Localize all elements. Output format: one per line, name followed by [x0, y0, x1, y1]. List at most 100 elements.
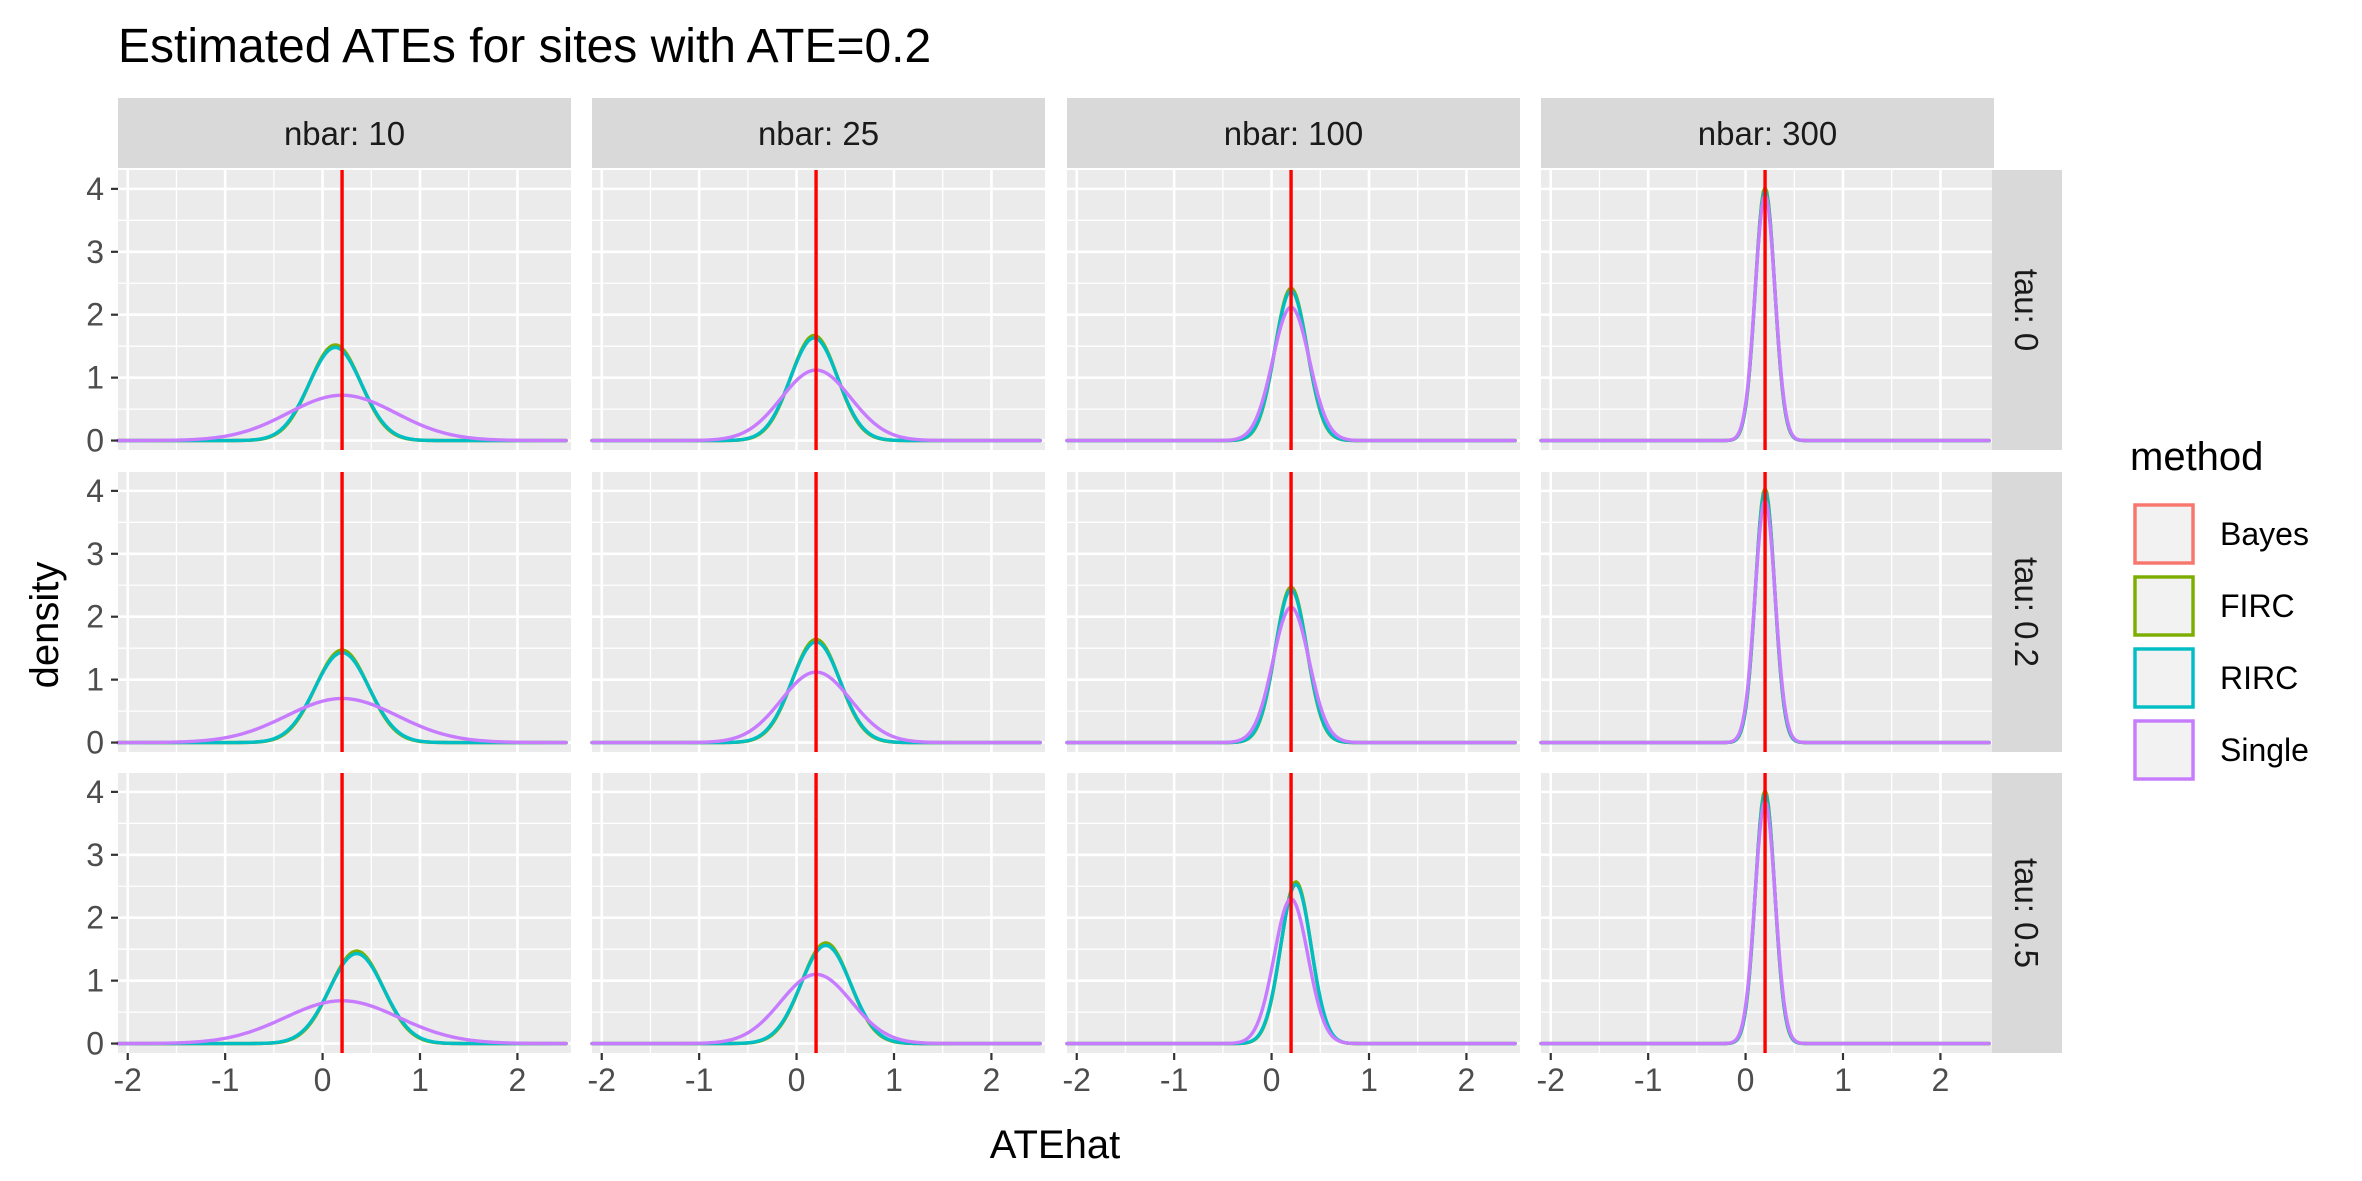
panel-r2-c3 — [1539, 773, 1994, 1053]
facet-col-label: nbar: 300 — [1698, 115, 1837, 152]
strip-background — [1541, 98, 1994, 168]
panel-background — [118, 170, 571, 450]
legend-entry-bayes: Bayes — [2133, 503, 2309, 565]
x-tick-label: -1 — [1634, 1062, 1662, 1098]
facet-strips: nbar: 10 nbar: 25 nbar: 100 nbar: 300 tau: 0… — [118, 98, 2062, 1053]
y-tick-label: 1 — [86, 963, 104, 999]
y-tick-label: 3 — [86, 234, 104, 270]
y-tick-label: 4 — [86, 171, 104, 207]
x-tick-label: 2 — [509, 1062, 527, 1098]
panel-background — [118, 472, 571, 752]
x-tick-label: 1 — [1360, 1062, 1378, 1098]
y-tick-label: 0 — [86, 423, 104, 459]
strip-row-2: tau: 0.5 — [1992, 773, 2062, 1053]
legend-key — [2133, 575, 2195, 637]
panel-r2-c1 — [590, 773, 1045, 1053]
legend-title: method — [2130, 435, 2263, 479]
legend-entry-single: Single — [2133, 719, 2309, 781]
panel-background — [592, 170, 1045, 450]
y-axis-title: density — [23, 562, 67, 689]
panel-r2-c0 — [116, 773, 571, 1053]
y-tick-label: 2 — [86, 297, 104, 333]
y-tick-label: 3 — [86, 536, 104, 572]
x-tick-label: 0 — [788, 1062, 806, 1098]
y-tick-label: 1 — [86, 360, 104, 396]
y-tick-label: 1 — [86, 662, 104, 698]
panel-r0-c3 — [1539, 170, 1994, 450]
strip-background — [1992, 472, 2062, 752]
legend-key — [2133, 503, 2195, 565]
strip-row-1: tau: 0.2 — [1992, 472, 2062, 752]
legend-key — [2133, 647, 2195, 709]
y-tick-label: 0 — [86, 725, 104, 761]
legend-entry-firc: FIRC — [2133, 575, 2295, 637]
x-tick-label: 0 — [314, 1062, 332, 1098]
panel-r1-c0 — [116, 472, 571, 752]
y-tick-label: 2 — [86, 599, 104, 635]
legend: method Bayes FIRC RIRC Single — [2130, 435, 2309, 781]
panel-r2-c2 — [1065, 773, 1520, 1053]
x-tick-label: 1 — [1834, 1062, 1852, 1098]
panel-r0-c2 — [1065, 170, 1520, 450]
x-tick-label: 2 — [983, 1062, 1001, 1098]
y-tick-label: 0 — [86, 1026, 104, 1062]
x-tick-label: 1 — [885, 1062, 903, 1098]
strip-row-0: tau: 0 — [1992, 170, 2062, 450]
legend-key-background — [2133, 719, 2195, 781]
facet-col-label: nbar: 10 — [284, 115, 405, 152]
x-tick-label: -1 — [685, 1062, 713, 1098]
legend-label: FIRC — [2220, 588, 2295, 624]
facet-row-label: tau: 0 — [2008, 269, 2045, 352]
strip-background — [1992, 170, 2062, 450]
panel-background — [592, 472, 1045, 752]
x-tick-label: -2 — [588, 1062, 616, 1098]
x-tick-label: 1 — [411, 1062, 429, 1098]
legend-key-background — [2133, 647, 2195, 709]
legend-key-background — [2133, 503, 2195, 565]
strip-background — [118, 98, 571, 168]
panel-background — [1067, 472, 1520, 752]
facet-col-label: nbar: 25 — [758, 115, 879, 152]
strip-col-0: nbar: 10 — [118, 98, 571, 168]
panel-background — [1067, 773, 1520, 1053]
legend-label: RIRC — [2220, 660, 2298, 696]
panel-r1-c1 — [590, 472, 1045, 752]
legend-label: Bayes — [2220, 516, 2309, 552]
legend-label: Single — [2220, 732, 2309, 768]
facet-row-label: tau: 0.2 — [2008, 557, 2045, 667]
panel-background — [118, 773, 571, 1053]
y-tick-label: 4 — [86, 774, 104, 810]
x-tick-label: -2 — [1063, 1062, 1091, 1098]
facet-row-label: tau: 0.5 — [2008, 858, 2045, 968]
y-tick-label: 3 — [86, 837, 104, 873]
y-tick-label: 4 — [86, 473, 104, 509]
strip-col-2: nbar: 100 — [1067, 98, 1520, 168]
x-tick-label: -2 — [1537, 1062, 1565, 1098]
panel-background — [1541, 170, 1994, 450]
x-tick-label: 0 — [1263, 1062, 1281, 1098]
strip-background — [1992, 773, 2062, 1053]
facet-panels — [116, 170, 1994, 1053]
x-tick-label: 0 — [1737, 1062, 1755, 1098]
x-tick-label: -2 — [114, 1062, 142, 1098]
panel-r0-c0 — [116, 170, 571, 450]
x-tick-label: 2 — [1458, 1062, 1476, 1098]
y-tick-label: 2 — [86, 900, 104, 936]
chart-title: Estimated ATEs for sites with ATE=0.2 — [118, 20, 931, 73]
legend-key-background — [2133, 575, 2195, 637]
panel-r0-c1 — [590, 170, 1045, 450]
legend-key — [2133, 719, 2195, 781]
legend-entry-rirc: RIRC — [2133, 647, 2298, 709]
panel-r1-c2 — [1065, 472, 1520, 752]
x-tick-label: -1 — [1160, 1062, 1188, 1098]
axes: 0 1 2 3 4 0 1 2 3 4 0 1 2 3 4 -2 -1 0 1 2 -2 -1 0 1 2 -2 -1 0 1 2 -2 -1… — [86, 171, 1949, 1098]
x-axis-title: ATEhat — [990, 1123, 1120, 1167]
panel-r1-c3 — [1539, 472, 1994, 752]
x-tick-label: 2 — [1932, 1062, 1950, 1098]
facet-col-label: nbar: 100 — [1224, 115, 1363, 152]
panel-background — [592, 773, 1045, 1053]
strip-background — [1067, 98, 1520, 168]
strip-col-3: nbar: 300 — [1541, 98, 1994, 168]
x-tick-label: -1 — [211, 1062, 239, 1098]
